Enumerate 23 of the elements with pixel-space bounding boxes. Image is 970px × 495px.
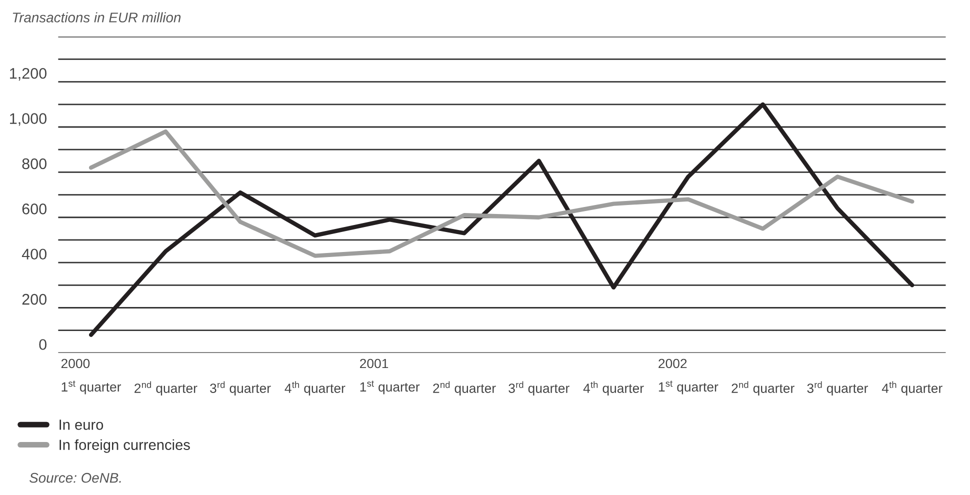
x-tick-label: 4$^{th}$ quarter: [583, 381, 644, 396]
y-tick-label: 1,200: [10, 68, 46, 81]
x-tick-label: 2000 1$^{st}$ quarter: [61, 358, 122, 394]
x-tick-label: 4$^{th}$ quarter: [284, 381, 346, 396]
x-tick-label: 3$^{rd}$ quarter: [210, 381, 271, 396]
y-tick-label: 600: [22, 204, 46, 214]
x-tick-label: 3$^{rd}$ quarter: [807, 381, 868, 396]
legend-label: In foreign currencies: [60, 439, 190, 453]
chart-title: Transactions in EUR million: [12, 12, 181, 22]
y-tick-label: 400: [22, 248, 46, 260]
y-tick-label: 800: [22, 158, 46, 170]
x-tick-label: 4$^{th}$ quarter: [882, 381, 942, 396]
source-note: Source: OeNB.: [29, 472, 121, 483]
x-tick-label: 3$^{rd}$ quarter: [508, 381, 570, 396]
y-tick-label: 200: [22, 294, 46, 305]
x-tick-label: 2002 1$^{st}$ quarter: [658, 358, 718, 394]
x-tick-label: 2$^{nd}$ quarter: [732, 381, 794, 396]
x-tick-label: 2$^{nd}$ quarter: [433, 381, 496, 396]
y-tick-label: 1,000: [10, 113, 46, 126]
x-tick-label: 2001 1$^{st}$ quarter: [360, 358, 420, 394]
x-tick-label: 2$^{nd}$ quarter: [134, 381, 198, 396]
legend-label: In euro: [60, 420, 104, 430]
y-tick-label: 0: [39, 339, 46, 350]
